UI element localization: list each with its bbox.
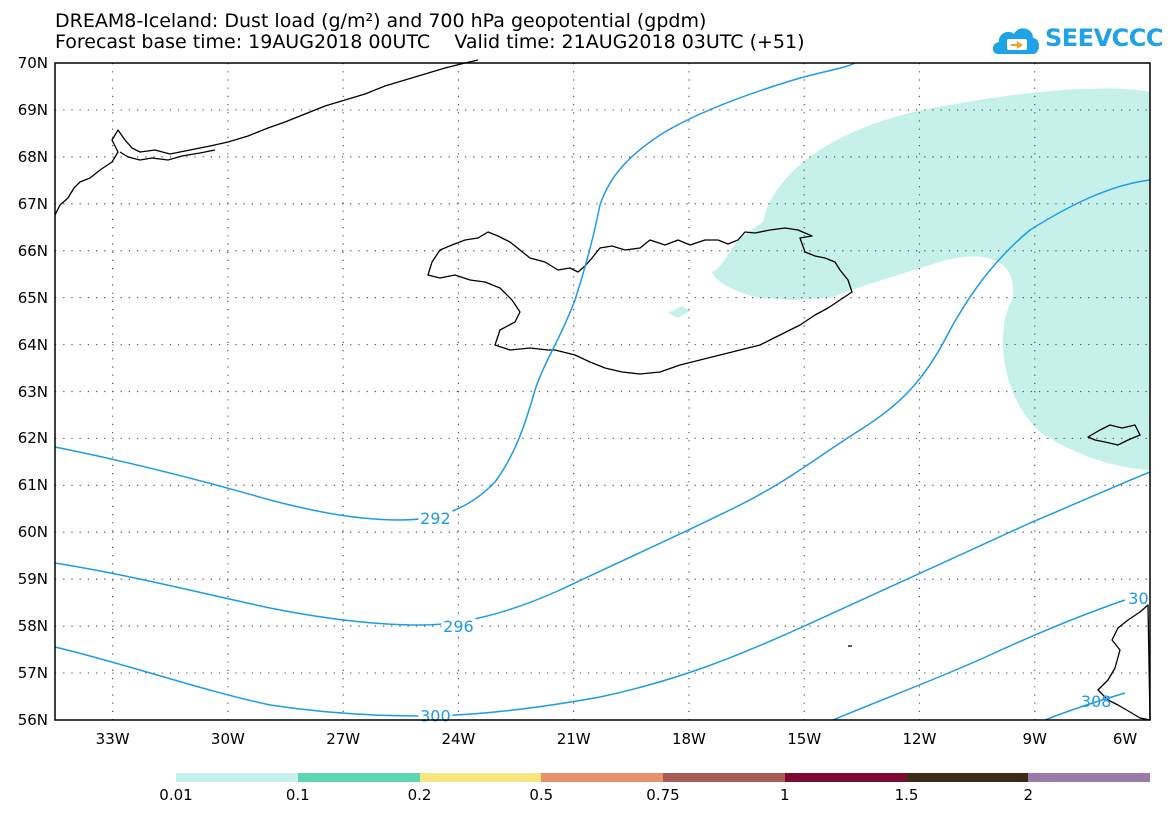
map-subtitle: Forecast base time: 19AUG2018 00UTC Vali… [55,31,805,53]
dust-area [763,88,1150,471]
colorbar-label: 0.5 [529,786,554,804]
colorbar-label: 2 [1023,786,1034,804]
cloud-logo-icon [992,28,1039,54]
longitude-tick-label: 18W [671,730,706,748]
map-frame [54,62,1151,721]
latitude-tick-label: 68N [17,147,48,166]
latitude-tick-label: 62N [17,429,48,448]
dust-area-spot [668,306,690,318]
contour-label: 30 [1128,589,1148,608]
contour-304 [832,599,1126,721]
graticule [55,63,1150,720]
contour-labels: 292 296 300 30 308 [418,509,1149,725]
colorbar-swatch [663,773,785,782]
colorbar-swatch [906,773,1029,782]
latitude-tick-label: 69N [17,100,48,119]
colorbar-swatch [784,773,907,782]
contour-label: 300 [420,706,451,725]
longitude-tick-label: 9W [1022,730,1047,748]
latitude-tick-label: 57N [17,664,48,683]
longitude-tick-label: 21W [556,730,591,748]
longitude-tick-label: 6W [1112,730,1138,748]
colorbar [176,773,1150,782]
latitude-tick-label: 65N [17,288,48,307]
contour-label: 296 [443,617,474,636]
colorbar-swatch [176,773,298,782]
latitude-tick-label: 67N [17,194,48,213]
latitude-tick-label: 60N [17,523,48,542]
map-title: DREAM8-Iceland: Dust load (g/m²) and 700… [55,10,707,32]
coastlines [54,59,1151,721]
latitude-tick-label: 61N [17,476,48,495]
faroe-coast [1087,424,1141,446]
latitude-tick-label: 63N [17,382,48,401]
latitude-tick-label: 58N [17,617,48,636]
colorbar-label: 0.2 [407,786,432,804]
iceland-coast [427,227,853,375]
contour-292 [54,62,856,521]
contour-308 [1044,692,1126,721]
colorbar-label: 0.1 [285,786,310,804]
contour-296 [54,179,1151,626]
contour-label-background [441,617,476,636]
seevccc-logo: SEEVCCC [990,20,1164,60]
dust-area-iceland [712,222,830,300]
colorbar-swatch [1028,773,1150,782]
longitude-tick-label: 15W [787,730,822,748]
colorbar-swatch [541,773,663,782]
latitude-tick-label: 64N [17,335,48,354]
contour-300 [54,471,1151,717]
colorbar-label: 0.01 [159,786,193,804]
colorbar-label: 1.5 [894,786,919,804]
geopotential-contours [54,62,1151,721]
latitude-tick-label: 70N [17,54,48,72]
colorbar-swatch [297,773,420,782]
colorbar-label: 1 [779,786,790,804]
longitude-tick-label: 24W [441,730,476,748]
logo-text: SEEVCCC [1045,24,1164,52]
contour-label: 292 [420,509,451,528]
colorbar-swatch [419,773,542,782]
longitude-tick-label: 12W [902,730,937,748]
contour-label: 308 [1081,692,1112,711]
longitude-tick-label: 27W [326,730,361,748]
longitude-tick-label: 33W [95,730,130,748]
contour-label-background [418,509,453,528]
latitude-tick-label: 56N [17,711,48,729]
latitude-tick-label: 66N [17,241,48,260]
greenland-coast [54,59,479,216]
longitude-tick-label: 30W [210,730,245,748]
latitude-tick-label: 59N [17,570,48,589]
greenland-coast-inner [119,149,216,161]
colorbar-label: 0.75 [646,786,680,804]
scotland-coast [1097,604,1151,721]
